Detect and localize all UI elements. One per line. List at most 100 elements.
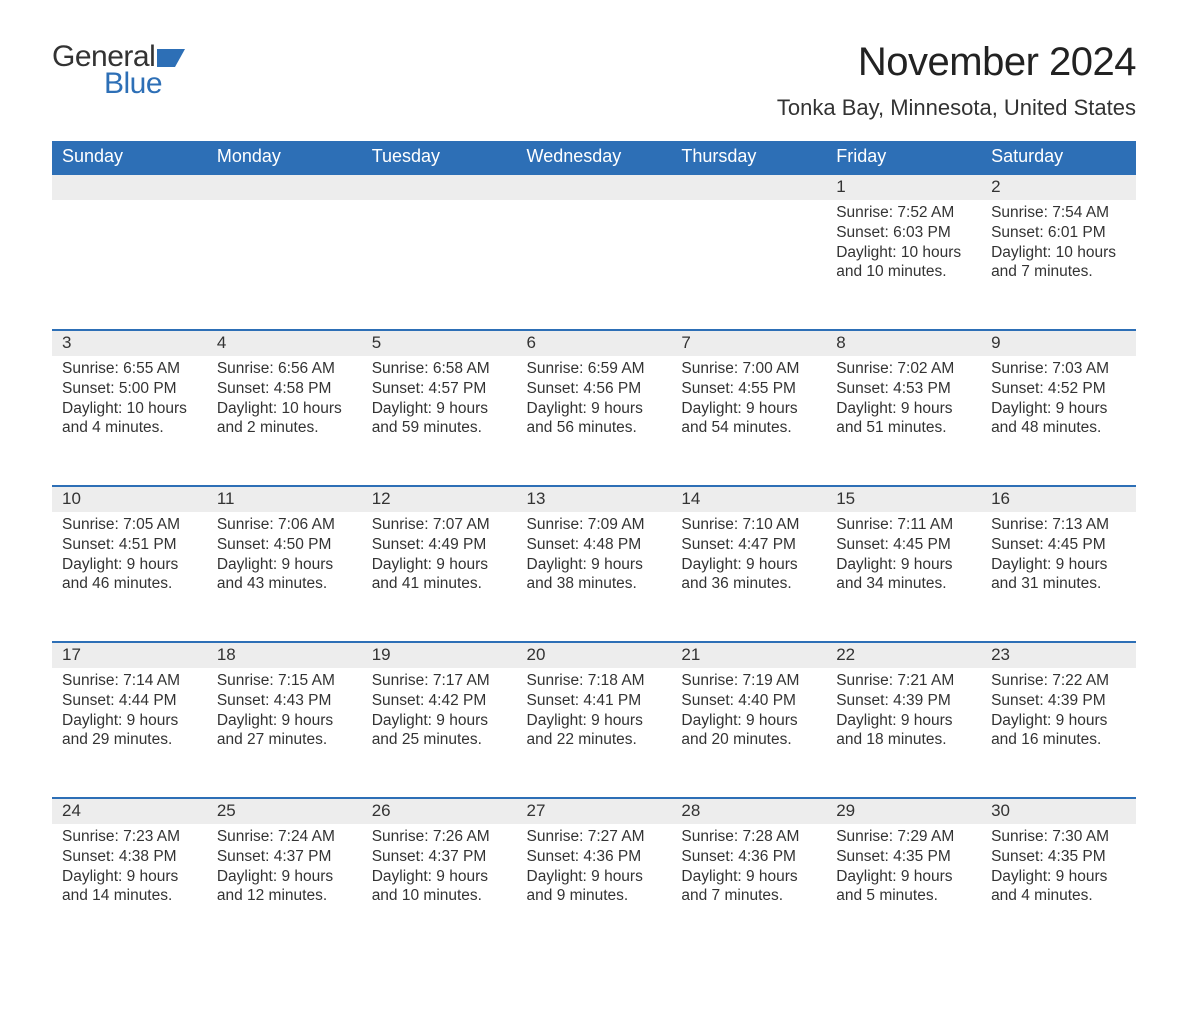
day-number: 12 [362, 487, 517, 512]
sunset-text: Sunset: 4:35 PM [836, 847, 971, 867]
day-cell: Sunrise: 7:14 AMSunset: 4:44 PMDaylight:… [52, 668, 207, 798]
day-number [671, 175, 826, 200]
sunset-text: Sunset: 4:35 PM [991, 847, 1126, 867]
sunrise-text: Sunrise: 7:24 AM [217, 827, 352, 847]
day-number-cell: 5 [362, 330, 517, 356]
daylight-text: Daylight: 9 hours and 27 minutes. [217, 711, 352, 751]
day-number-cell: 14 [671, 486, 826, 512]
day-number: 15 [826, 487, 981, 512]
day-number-cell: 13 [517, 486, 672, 512]
day-details: Sunrise: 6:55 AMSunset: 5:00 PMDaylight:… [52, 356, 207, 454]
daylight-text: Daylight: 9 hours and 36 minutes. [681, 555, 816, 595]
sunset-text: Sunset: 4:56 PM [527, 379, 662, 399]
day-cell: Sunrise: 7:03 AMSunset: 4:52 PMDaylight:… [981, 356, 1136, 486]
sunrise-text: Sunrise: 7:15 AM [217, 671, 352, 691]
day-details: Sunrise: 7:14 AMSunset: 4:44 PMDaylight:… [52, 668, 207, 766]
week-row: Sunrise: 7:52 AMSunset: 6:03 PMDaylight:… [52, 200, 1136, 330]
day-cell: Sunrise: 7:29 AMSunset: 4:35 PMDaylight:… [826, 824, 981, 954]
day-number: 20 [517, 643, 672, 668]
sunrise-text: Sunrise: 7:22 AM [991, 671, 1126, 691]
daylight-text: Daylight: 10 hours and 10 minutes. [836, 243, 971, 283]
day-cell: Sunrise: 6:56 AMSunset: 4:58 PMDaylight:… [207, 356, 362, 486]
title-block: November 2024 Tonka Bay, Minnesota, Unit… [777, 40, 1136, 135]
day-details: Sunrise: 6:56 AMSunset: 4:58 PMDaylight:… [207, 356, 362, 454]
week-row: Sunrise: 6:55 AMSunset: 5:00 PMDaylight:… [52, 356, 1136, 486]
day-cell [362, 200, 517, 330]
daylight-text: Daylight: 9 hours and 56 minutes. [527, 399, 662, 439]
day-number [207, 175, 362, 200]
sunrise-text: Sunrise: 7:06 AM [217, 515, 352, 535]
day-number-cell: 6 [517, 330, 672, 356]
day-details: Sunrise: 7:52 AMSunset: 6:03 PMDaylight:… [826, 200, 981, 298]
day-number-cell: 27 [517, 798, 672, 824]
sunset-text: Sunset: 6:03 PM [836, 223, 971, 243]
day-cell: Sunrise: 7:15 AMSunset: 4:43 PMDaylight:… [207, 668, 362, 798]
sunset-text: Sunset: 6:01 PM [991, 223, 1126, 243]
day-number-cell: 22 [826, 642, 981, 668]
calendar-table: SundayMondayTuesdayWednesdayThursdayFrid… [52, 141, 1136, 954]
daylight-text: Daylight: 9 hours and 38 minutes. [527, 555, 662, 595]
daylight-text: Daylight: 9 hours and 5 minutes. [836, 867, 971, 907]
day-header: Sunday [52, 141, 207, 174]
sunset-text: Sunset: 4:51 PM [62, 535, 197, 555]
sunrise-text: Sunrise: 7:03 AM [991, 359, 1126, 379]
day-number: 21 [671, 643, 826, 668]
day-cell: Sunrise: 7:00 AMSunset: 4:55 PMDaylight:… [671, 356, 826, 486]
sunset-text: Sunset: 4:37 PM [372, 847, 507, 867]
daylight-text: Daylight: 9 hours and 20 minutes. [681, 711, 816, 751]
sunset-text: Sunset: 4:50 PM [217, 535, 352, 555]
day-number: 14 [671, 487, 826, 512]
day-number-cell: 2 [981, 174, 1136, 200]
day-number: 6 [517, 331, 672, 356]
week-numbers: 10111213141516 [52, 486, 1136, 512]
day-details: Sunrise: 7:24 AMSunset: 4:37 PMDaylight:… [207, 824, 362, 922]
day-number-cell: 15 [826, 486, 981, 512]
sunset-text: Sunset: 4:36 PM [681, 847, 816, 867]
sunrise-text: Sunrise: 7:23 AM [62, 827, 197, 847]
day-number-cell: 4 [207, 330, 362, 356]
sunset-text: Sunset: 4:43 PM [217, 691, 352, 711]
day-details: Sunrise: 7:13 AMSunset: 4:45 PMDaylight:… [981, 512, 1136, 610]
day-details: Sunrise: 6:58 AMSunset: 4:57 PMDaylight:… [362, 356, 517, 454]
sunrise-text: Sunrise: 7:29 AM [836, 827, 971, 847]
day-details: Sunrise: 7:30 AMSunset: 4:35 PMDaylight:… [981, 824, 1136, 922]
week-row: Sunrise: 7:05 AMSunset: 4:51 PMDaylight:… [52, 512, 1136, 642]
day-cell: Sunrise: 7:26 AMSunset: 4:37 PMDaylight:… [362, 824, 517, 954]
daylight-text: Daylight: 9 hours and 46 minutes. [62, 555, 197, 595]
daylight-text: Daylight: 9 hours and 25 minutes. [372, 711, 507, 751]
week-numbers: 12 [52, 174, 1136, 200]
daylight-text: Daylight: 9 hours and 7 minutes. [681, 867, 816, 907]
daylight-text: Daylight: 9 hours and 12 minutes. [217, 867, 352, 907]
daylight-text: Daylight: 10 hours and 7 minutes. [991, 243, 1126, 283]
day-number-cell: 11 [207, 486, 362, 512]
day-cell: Sunrise: 7:24 AMSunset: 4:37 PMDaylight:… [207, 824, 362, 954]
day-number-cell: 18 [207, 642, 362, 668]
day-number-cell: 10 [52, 486, 207, 512]
day-details: Sunrise: 7:21 AMSunset: 4:39 PMDaylight:… [826, 668, 981, 766]
sunset-text: Sunset: 4:42 PM [372, 691, 507, 711]
day-cell: Sunrise: 7:06 AMSunset: 4:50 PMDaylight:… [207, 512, 362, 642]
sunset-text: Sunset: 4:39 PM [836, 691, 971, 711]
daylight-text: Daylight: 9 hours and 48 minutes. [991, 399, 1126, 439]
day-number: 10 [52, 487, 207, 512]
sunrise-text: Sunrise: 7:09 AM [527, 515, 662, 535]
week-numbers: 3456789 [52, 330, 1136, 356]
sunrise-text: Sunrise: 7:02 AM [836, 359, 971, 379]
day-header: Tuesday [362, 141, 517, 174]
day-number-cell: 28 [671, 798, 826, 824]
day-number-cell [362, 174, 517, 200]
day-number: 8 [826, 331, 981, 356]
day-number: 16 [981, 487, 1136, 512]
day-details: Sunrise: 7:09 AMSunset: 4:48 PMDaylight:… [517, 512, 672, 610]
sunrise-text: Sunrise: 7:54 AM [991, 203, 1126, 223]
day-details: Sunrise: 7:06 AMSunset: 4:50 PMDaylight:… [207, 512, 362, 610]
day-details: Sunrise: 7:05 AMSunset: 4:51 PMDaylight:… [52, 512, 207, 610]
daylight-text: Daylight: 9 hours and 10 minutes. [372, 867, 507, 907]
day-cell: Sunrise: 7:02 AMSunset: 4:53 PMDaylight:… [826, 356, 981, 486]
sunrise-text: Sunrise: 7:21 AM [836, 671, 971, 691]
day-number: 18 [207, 643, 362, 668]
day-number: 11 [207, 487, 362, 512]
sunset-text: Sunset: 5:00 PM [62, 379, 197, 399]
day-cell [517, 200, 672, 330]
sunrise-text: Sunrise: 6:59 AM [527, 359, 662, 379]
